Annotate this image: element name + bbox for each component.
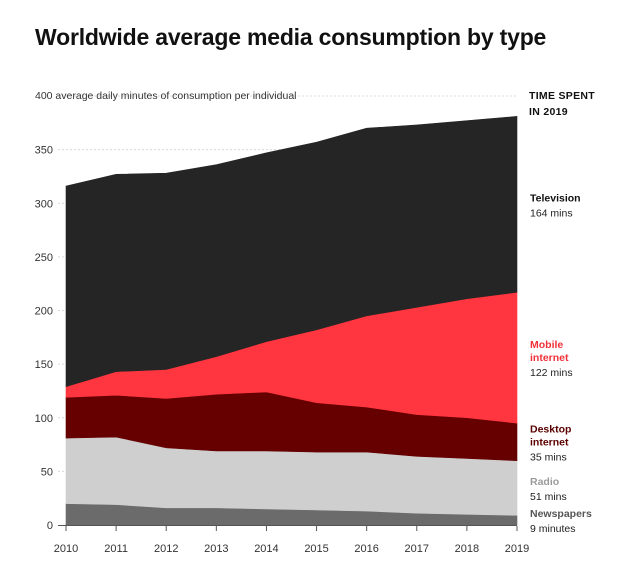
x-tick-label: 2012 [154,543,178,555]
label-desktop-internet: internet [530,436,569,448]
series-areas [58,116,518,526]
y-tick-label: 250 [35,252,53,264]
x-axis-ticks: 2010 2011 2012 2013 2014 2015 2016 2017 2018 2019 [54,526,529,555]
x-tick-label: 2015 [304,543,328,555]
x-tick-label: 2016 [354,543,378,555]
label-mobile-internet: internet [530,352,569,364]
y-tick-label: 200 [35,306,53,318]
x-tick-label: 2013 [204,543,228,555]
y-axis-label: 400 average daily minutes of consumption… [35,90,297,102]
value-television: 164 mins [530,207,573,219]
y-tick-label: 350 [35,145,53,157]
label-mobile-internet: Mobile [530,339,563,351]
x-tick-label: 2017 [405,543,429,555]
y-axis-ticks: 0 50 100 150 200 250 300 350 [35,145,53,532]
chart-title: Worldwide average media consumption by t… [35,24,547,50]
y-tick-label: 150 [35,359,53,371]
label-radio: Radio [530,476,559,488]
value-desktop-internet: 35 mins [530,451,567,463]
x-tick-label: 2010 [54,543,78,555]
y-tick-label: 300 [35,198,53,210]
y-tick-label: 100 [35,413,53,425]
value-mobile-internet: 122 mins [530,367,573,379]
x-tick-label: 2014 [254,543,278,555]
value-newspapers: 9 minutes [530,523,576,535]
right-header-line-2: IN 2019 [529,106,568,118]
label-television: Television [530,192,581,204]
x-tick-label: 2018 [455,543,479,555]
y-tick-label: 0 [47,520,53,532]
label-desktop-internet: Desktop [530,423,571,435]
value-radio: 51 mins [530,491,567,503]
x-tick-label: 2019 [505,543,529,555]
right-header-line-1: TIME SPENT [529,90,595,102]
y-tick-label: 50 [41,466,53,478]
label-newspapers: Newspapers [530,508,592,520]
x-tick-label: 2011 [104,543,128,555]
area-television [65,116,518,388]
